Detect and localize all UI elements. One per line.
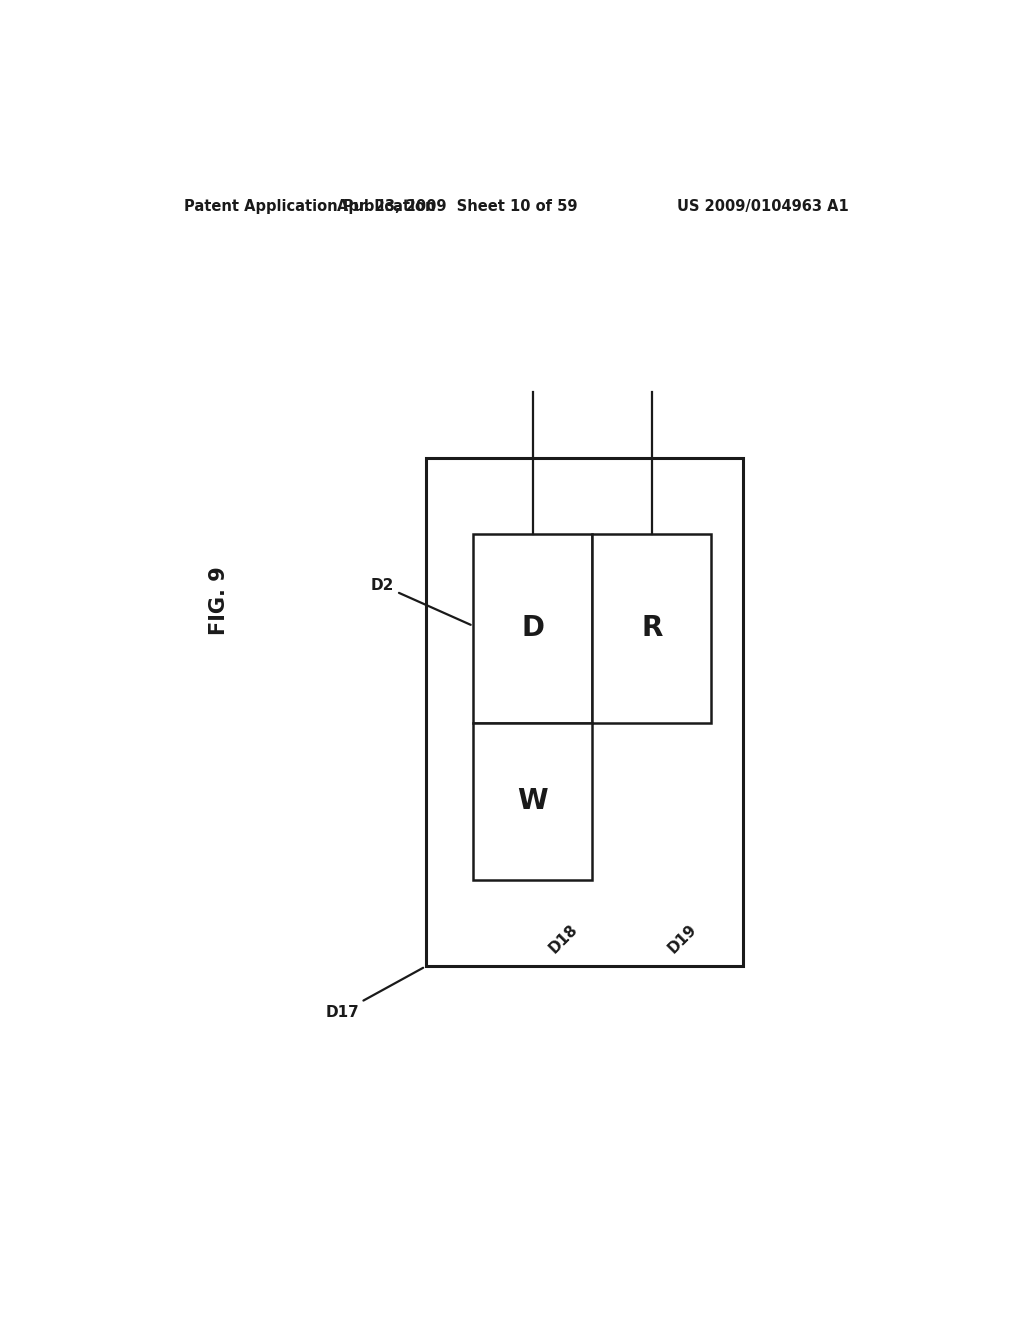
Bar: [592, 535, 712, 722]
Text: D: D: [521, 615, 544, 643]
Text: FIG. 9: FIG. 9: [209, 566, 229, 635]
Text: Apr. 23, 2009  Sheet 10 of 59: Apr. 23, 2009 Sheet 10 of 59: [337, 199, 578, 214]
Text: D2: D2: [371, 578, 471, 624]
Bar: [426, 458, 743, 966]
Text: D18: D18: [546, 921, 581, 956]
Text: US 2009/0104963 A1: US 2009/0104963 A1: [677, 199, 849, 214]
Text: Patent Application Publication: Patent Application Publication: [183, 199, 435, 214]
Text: W: W: [517, 787, 548, 816]
Text: R: R: [641, 615, 663, 643]
Bar: [473, 535, 592, 722]
Bar: [473, 722, 592, 880]
Text: D17: D17: [326, 968, 423, 1019]
Text: D19: D19: [666, 921, 699, 956]
